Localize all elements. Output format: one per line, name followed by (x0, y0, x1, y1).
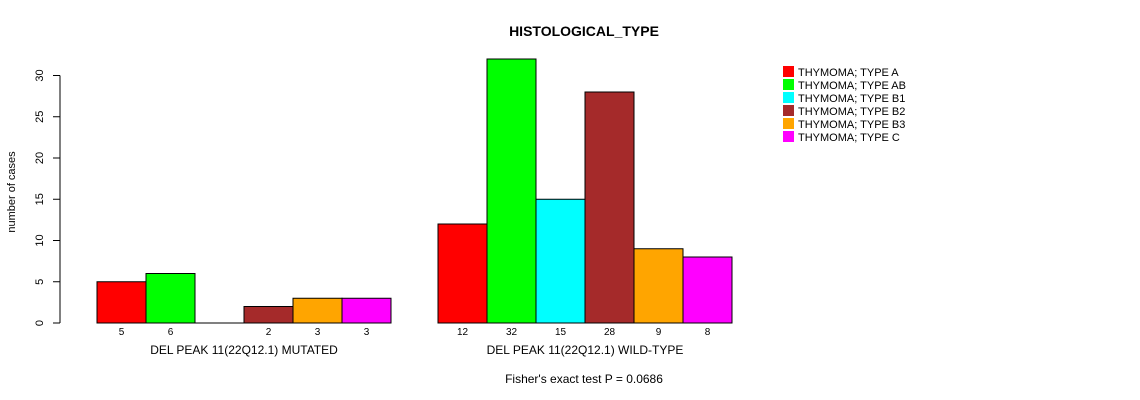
group-label: DEL PEAK 11(22Q12.1) MUTATED (150, 343, 338, 357)
count-label: 28 (604, 327, 616, 338)
count-label: 9 (656, 327, 662, 338)
count-label: 6 (168, 327, 174, 338)
bar-mutated-5 (292, 297, 343, 324)
legend-entry: THYMOMA; TYPE AB (798, 80, 906, 92)
y-tick-label: 20 (34, 152, 46, 164)
chart-title: HISTOLOGICAL_TYPE (509, 23, 659, 39)
bar-mutated-2 (145, 273, 196, 324)
y-axis: 0 5 10 15 20 25 30 (34, 69, 61, 326)
y-tick-label: 30 (34, 69, 46, 81)
bar-wild-type-3 (535, 198, 586, 324)
legend-swatch (783, 79, 794, 90)
y-tick-label: 5 (34, 279, 46, 285)
y-tick-label: 25 (34, 111, 46, 123)
bar-wild-type-2 (486, 58, 537, 324)
count-label: 3 (315, 327, 321, 338)
legend-entry: THYMOMA; TYPE C (798, 132, 900, 144)
bar-mutated-1 (96, 281, 147, 324)
count-label: 32 (506, 327, 518, 338)
y-tick-label: 0 (34, 320, 46, 326)
bar-mutated-6 (341, 297, 392, 324)
legend-entry: THYMOMA; TYPE B2 (798, 106, 905, 118)
bar-wild-type-1 (437, 223, 488, 324)
legend-entry: THYMOMA; TYPE B1 (798, 93, 905, 105)
count-label: 5 (119, 327, 125, 338)
legend-swatch (783, 66, 794, 77)
legend-swatch (783, 131, 794, 142)
y-tick-label: 15 (34, 193, 46, 205)
count-label: 12 (457, 327, 469, 338)
bar-wild-type-5 (633, 248, 684, 324)
bar-mutated-4 (243, 306, 294, 324)
group-label: DEL PEAK 11(22Q12.1) WILD-TYPE (487, 343, 684, 357)
footnote: Fisher's exact test P = 0.0686 (505, 372, 663, 386)
count-label: 3 (364, 327, 370, 338)
legend-swatch (783, 105, 794, 116)
bar-wild-type-4 (584, 91, 635, 324)
y-tick-label: 10 (34, 234, 46, 246)
count-label: 15 (555, 327, 567, 338)
bar-layer (96, 58, 733, 324)
legend-swatch (783, 92, 794, 103)
legend-swatch (783, 118, 794, 129)
bar-wild-type-6 (682, 256, 733, 324)
legend-entry: THYMOMA; TYPE A (798, 67, 899, 79)
count-label: 8 (705, 327, 711, 338)
count-label-layer: 5 6 2 3 3 DEL PEAK 11(22Q12.1) MUTATED 12 32 15 2… (119, 327, 711, 357)
count-label: 2 (266, 327, 272, 338)
y-axis-label: number of cases (6, 151, 18, 233)
legend-entry: THYMOMA; TYPE B3 (798, 119, 905, 131)
